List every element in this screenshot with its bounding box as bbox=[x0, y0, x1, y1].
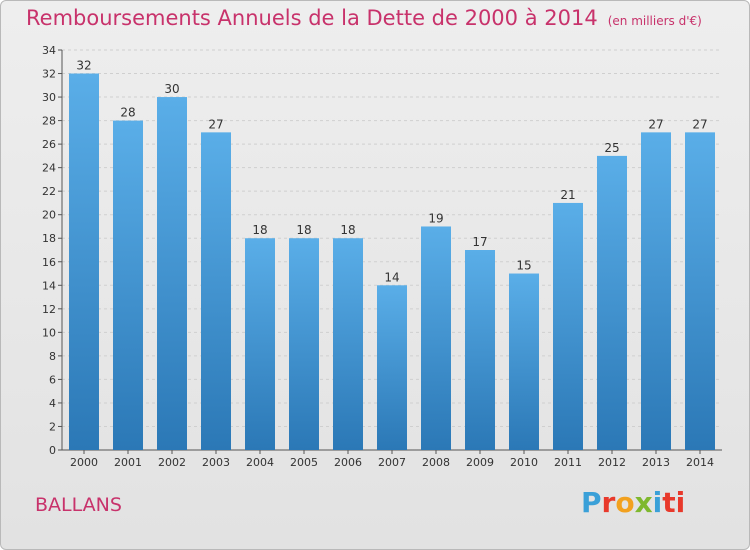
logo-letter: P bbox=[581, 486, 602, 519]
bar bbox=[465, 250, 495, 450]
logo-letter: i bbox=[652, 486, 663, 519]
x-tick-label: 2011 bbox=[554, 456, 582, 469]
bar-value-label: 30 bbox=[164, 82, 179, 96]
bar bbox=[421, 226, 451, 450]
x-tick-label: 2008 bbox=[422, 456, 450, 469]
bar-value-label: 15 bbox=[516, 259, 531, 273]
bar-layer bbox=[69, 73, 715, 451]
label-layer: 32 28 30 27 18 18 18 14 19 17 15 21 25 27 27 bbox=[76, 59, 707, 285]
y-tick-label: 2 bbox=[49, 420, 56, 433]
y-tick-label: 8 bbox=[49, 350, 56, 363]
x-tick-label: 2010 bbox=[510, 456, 538, 469]
chart-unit: (en milliers d'€) bbox=[607, 14, 702, 28]
bar bbox=[157, 97, 187, 450]
bar-value-label: 27 bbox=[208, 117, 223, 131]
bar bbox=[289, 238, 319, 450]
bar bbox=[553, 202, 583, 450]
y-tick-label: 6 bbox=[49, 373, 56, 386]
y-tick-label: 14 bbox=[42, 279, 56, 292]
y-tick-label: 22 bbox=[42, 185, 56, 198]
bar-value-label: 25 bbox=[604, 141, 619, 155]
bar bbox=[333, 238, 363, 450]
bar-value-label: 27 bbox=[648, 117, 663, 131]
logo-letter: o bbox=[615, 486, 635, 519]
y-tick-label: 10 bbox=[42, 326, 56, 339]
bar-value-label: 18 bbox=[296, 223, 311, 237]
y-tick-label: 4 bbox=[49, 397, 56, 410]
commune-name: BALLANS bbox=[35, 494, 122, 516]
proxiti-logo: Proxiti bbox=[581, 486, 685, 519]
bar bbox=[685, 132, 715, 450]
x-tick-label: 2001 bbox=[114, 456, 142, 469]
x-tick-label: 2009 bbox=[466, 456, 494, 469]
bar bbox=[597, 155, 627, 450]
bar-value-label: 21 bbox=[560, 188, 575, 202]
y-tick-label: 28 bbox=[42, 115, 56, 128]
bar bbox=[245, 238, 275, 450]
x-tick-label: 2002 bbox=[158, 456, 186, 469]
x-tick-label: 2000 bbox=[70, 456, 98, 469]
bar bbox=[509, 273, 539, 450]
bar bbox=[113, 120, 143, 451]
y-tick-label: 18 bbox=[42, 232, 56, 245]
x-tick-label: 2005 bbox=[290, 456, 318, 469]
bar-value-label: 32 bbox=[76, 59, 91, 73]
bar-value-label: 17 bbox=[472, 235, 487, 249]
x-tick-label: 2007 bbox=[378, 456, 406, 469]
bar-value-label: 14 bbox=[384, 270, 399, 284]
bar bbox=[201, 132, 231, 450]
y-tick-label: 32 bbox=[42, 68, 56, 81]
bar-value-label: 28 bbox=[120, 106, 135, 120]
x-tick-label: 2004 bbox=[246, 456, 274, 469]
x-tick-label: 2003 bbox=[202, 456, 230, 469]
bar-value-label: 18 bbox=[340, 223, 355, 237]
bar bbox=[69, 73, 99, 450]
y-tick-label: 16 bbox=[42, 256, 56, 269]
y-tick-label: 34 bbox=[42, 44, 56, 57]
y-tick-label: 26 bbox=[42, 138, 56, 151]
y-tick-label: 20 bbox=[42, 209, 56, 222]
chart-title: Remboursements Annuels de la Dette de 20… bbox=[26, 6, 702, 30]
bar bbox=[377, 285, 407, 450]
logo-letter: r bbox=[601, 486, 616, 519]
x-tick-label: 2014 bbox=[686, 456, 714, 469]
y-tick-label: 0 bbox=[49, 444, 56, 457]
bar-value-label: 18 bbox=[252, 223, 267, 237]
bar-value-label: 27 bbox=[692, 117, 707, 131]
chart-title-text: Remboursements Annuels de la Dette de 20… bbox=[26, 6, 598, 30]
y-tick-label: 12 bbox=[42, 303, 56, 316]
logo-letter: ti bbox=[662, 486, 686, 519]
y-tick-label: 24 bbox=[42, 162, 56, 175]
x-tick-label: 2013 bbox=[642, 456, 670, 469]
y-tick-label: 30 bbox=[42, 91, 56, 104]
bar-value-label: 19 bbox=[428, 211, 443, 225]
logo-letter: x bbox=[634, 486, 653, 519]
bar bbox=[641, 132, 671, 450]
x-tick-label: 2012 bbox=[598, 456, 626, 469]
x-tick-label: 2006 bbox=[334, 456, 362, 469]
